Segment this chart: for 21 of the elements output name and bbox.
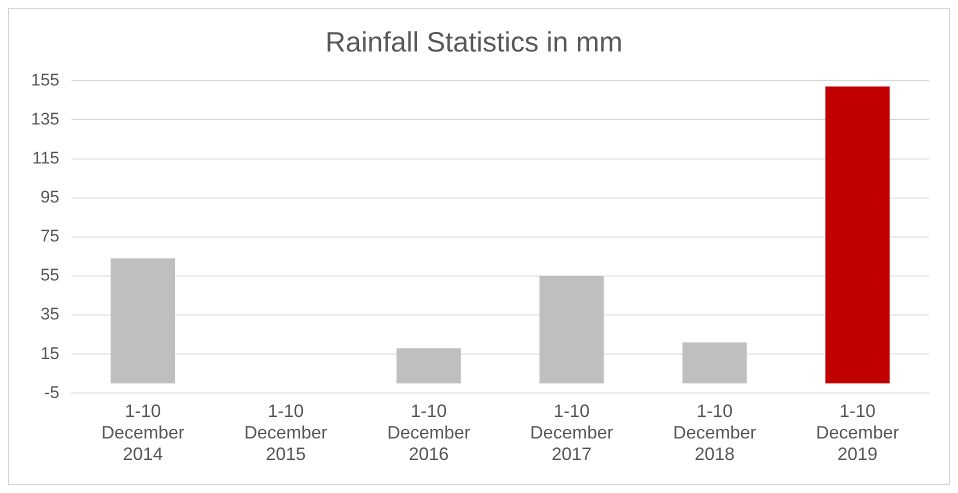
chart-title: Rainfall Statistics in mm (325, 26, 623, 58)
x-tick-label: 1-10 December 2019 (816, 400, 900, 464)
x-tick-label: 1-10 December 2017 (530, 400, 614, 464)
bar (682, 342, 747, 384)
bar (110, 258, 175, 384)
y-tick-label: 15 (40, 344, 60, 363)
y-tick-label: 115 (32, 148, 60, 168)
y-tick-label: 135 (30, 109, 60, 128)
y-tick-label: 75 (40, 226, 60, 246)
x-tick-label: 1-10 December 2014 (101, 400, 184, 464)
y-tick-label: -5 (44, 382, 60, 402)
y-tick-label: 55 (40, 266, 60, 285)
x-tick-label: 1-10 December 2016 (387, 400, 470, 464)
y-tick-label: 95 (40, 188, 60, 207)
bar (539, 276, 604, 384)
x-tick-label: 1-10 December 2015 (244, 400, 328, 464)
y-tick-label: 35 (40, 304, 60, 324)
x-tick-label: 1-10 December 2018 (673, 400, 756, 464)
bar (396, 348, 461, 384)
bar (825, 86, 890, 384)
y-tick-label: 155 (30, 70, 60, 90)
